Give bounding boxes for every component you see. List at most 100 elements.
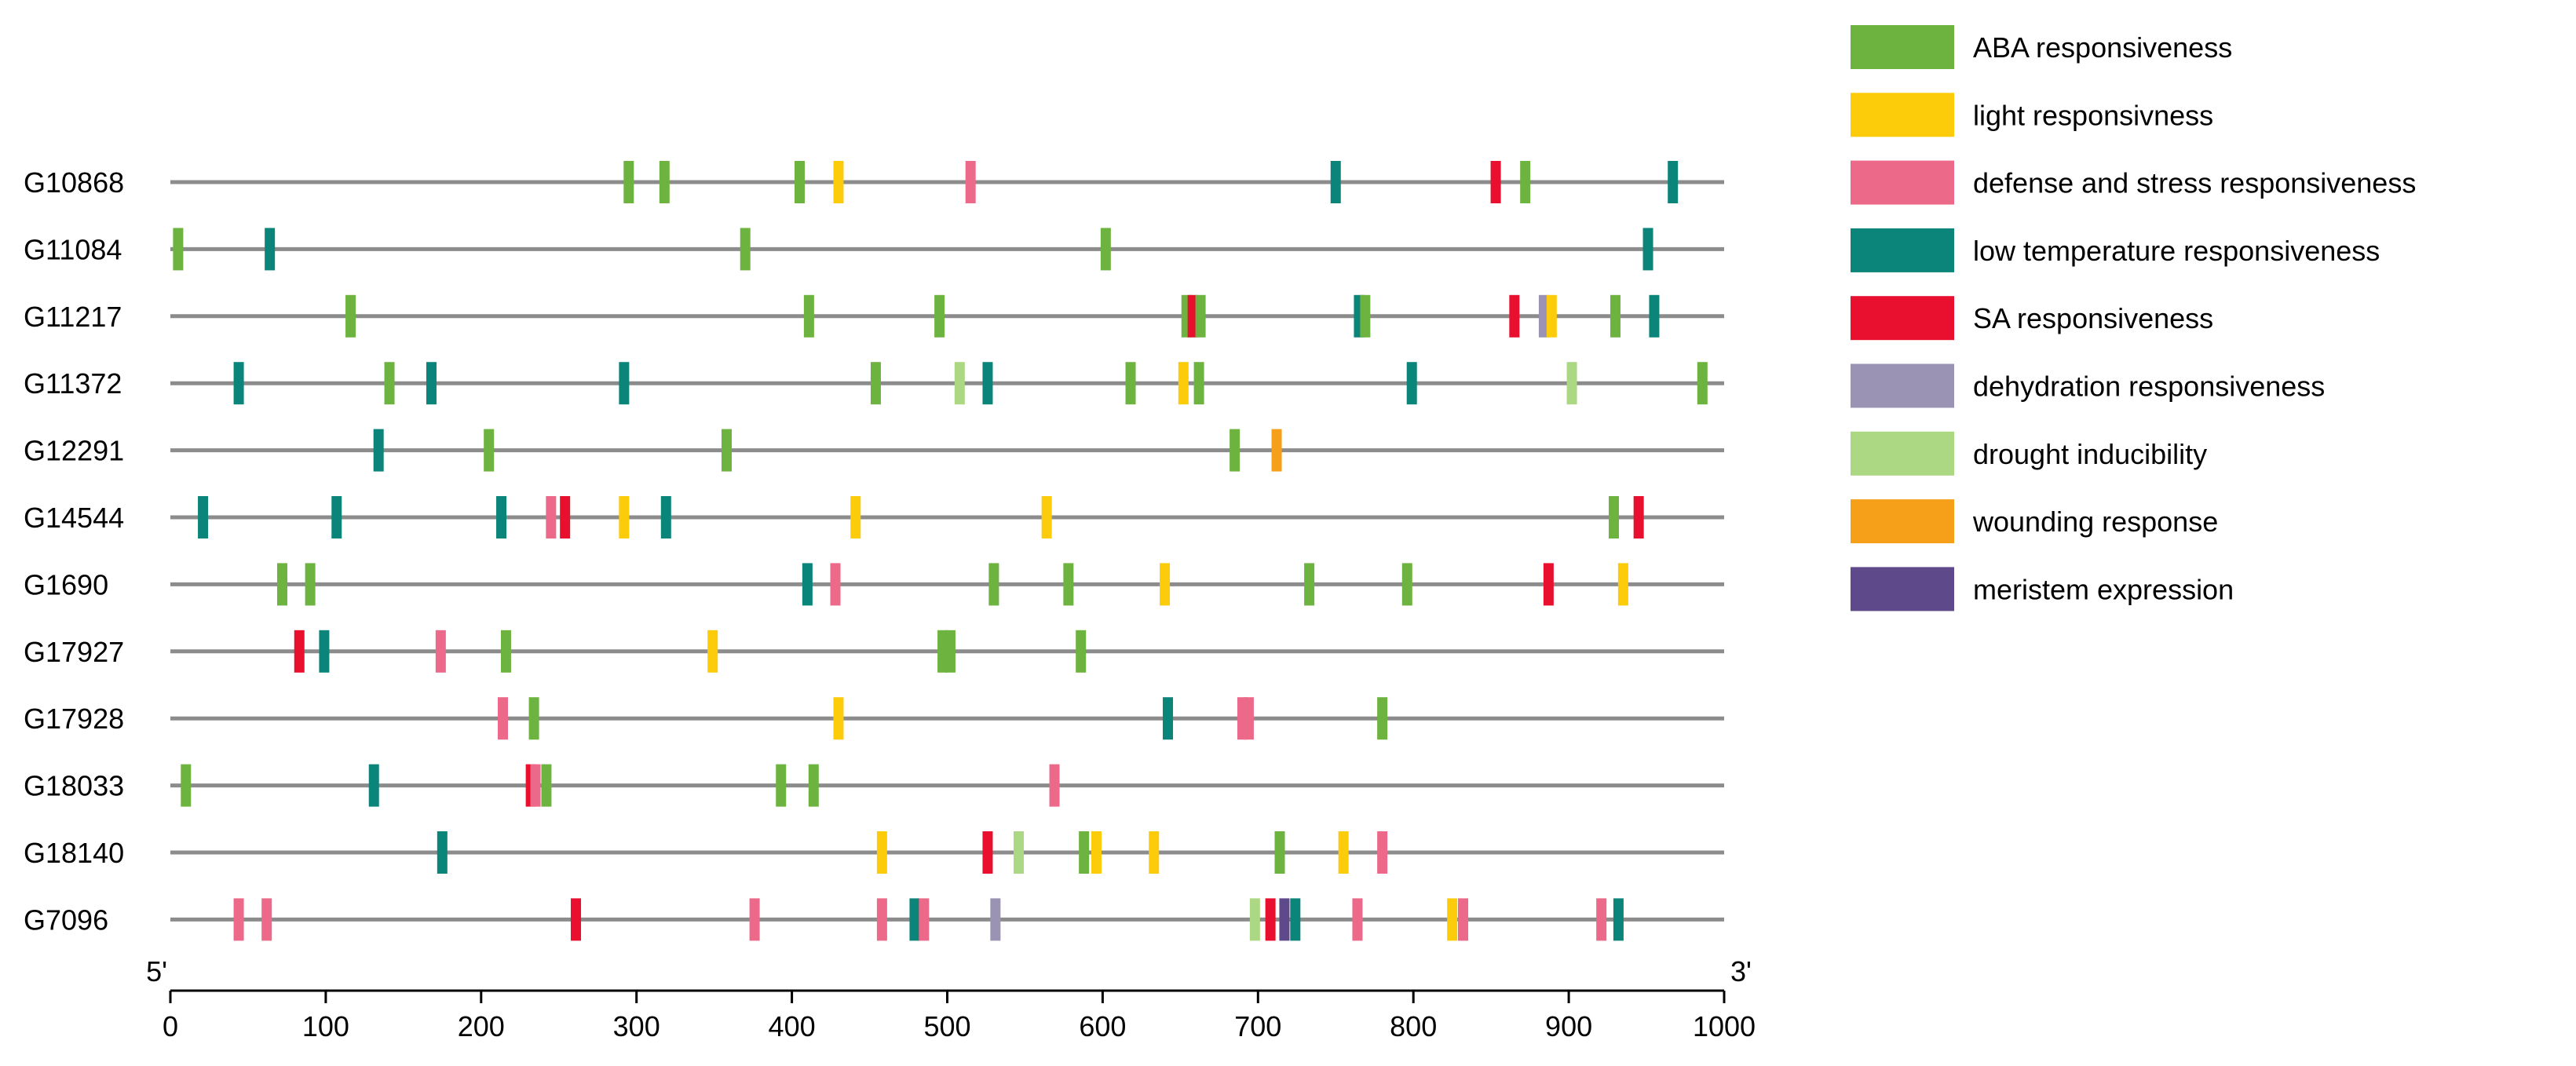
element-mark-light bbox=[833, 161, 844, 203]
element-mark-lowtemp bbox=[319, 630, 330, 673]
gene-row: G11372 bbox=[24, 362, 1724, 405]
gene-label: G11372 bbox=[24, 367, 122, 400]
element-mark-defense bbox=[435, 630, 446, 673]
element-mark-dehydration bbox=[1538, 294, 1549, 338]
element-mark-defense bbox=[1458, 898, 1469, 941]
x-tick-label: 800 bbox=[1390, 1010, 1437, 1042]
legend-swatch bbox=[1851, 93, 1954, 137]
x-ticks: 0 100 200 300 400 500 600 700 800 900 1000 bbox=[163, 991, 1756, 1042]
element-mark-defense bbox=[1352, 898, 1363, 941]
x-tick-label: 0 bbox=[163, 1010, 178, 1042]
element-mark-aba bbox=[808, 764, 819, 807]
gene-row: G18140 bbox=[24, 831, 1724, 874]
element-mark-sa bbox=[1509, 294, 1520, 338]
element-mark-sa bbox=[560, 496, 571, 538]
element-mark-sa bbox=[571, 898, 582, 941]
gene-label: G17927 bbox=[24, 636, 124, 668]
legend-swatch bbox=[1851, 567, 1954, 611]
element-mark-aba bbox=[1608, 496, 1619, 538]
element-mark-aba bbox=[500, 630, 511, 673]
legend-item: defense and stress responsiveness bbox=[1851, 160, 2416, 205]
gene-rows: G10868 G11084 G11217 G11372 G12291 G14544 G169… bbox=[24, 161, 1724, 941]
gene-row: G17927 bbox=[24, 630, 1724, 673]
gene-row: G1690 bbox=[24, 563, 1724, 606]
element-mark-light bbox=[1091, 831, 1102, 874]
element-mark-lowtemp bbox=[368, 764, 379, 807]
legend-label: SA responsiveness bbox=[1973, 302, 2213, 334]
element-mark-aba bbox=[803, 294, 814, 338]
element-mark-lowtemp bbox=[198, 496, 209, 538]
element-mark-defense bbox=[233, 898, 244, 941]
element-mark-sa bbox=[1543, 563, 1554, 606]
element-mark-sa bbox=[1265, 898, 1276, 941]
element-mark-lowtemp bbox=[660, 496, 671, 538]
element-mark-defense bbox=[965, 161, 976, 203]
gene-label: G18033 bbox=[24, 770, 124, 802]
element-mark-light bbox=[1178, 362, 1189, 405]
element-mark-defense bbox=[546, 496, 557, 538]
element-mark-aba bbox=[794, 161, 805, 203]
element-mark-lowtemp bbox=[1649, 294, 1660, 338]
element-mark-aba bbox=[1125, 362, 1136, 405]
element-mark-lowtemp bbox=[426, 362, 437, 405]
legend-label: low temperature responsiveness bbox=[1973, 235, 2380, 267]
element-mark-aba bbox=[721, 429, 732, 472]
legend-item: light responsivness bbox=[1851, 93, 2213, 137]
element-mark-meristem bbox=[1279, 898, 1290, 941]
gene-row: G10868 bbox=[24, 161, 1724, 203]
element-mark-lowtemp bbox=[496, 496, 507, 538]
x-tick-label: 100 bbox=[302, 1010, 349, 1042]
element-mark-defense bbox=[1377, 831, 1388, 874]
element-mark-lowtemp bbox=[331, 496, 342, 538]
element-mark-lowtemp bbox=[1290, 898, 1301, 941]
element-mark-aba bbox=[1520, 161, 1531, 203]
element-mark-aba bbox=[623, 161, 634, 203]
element-mark-aba bbox=[173, 228, 184, 271]
x-axis: 5' 3' 0 100 200 300 400 500 600 700 800 900 1000 bbox=[146, 955, 1756, 1042]
element-mark-defense bbox=[919, 898, 930, 941]
gene-label: G10868 bbox=[24, 166, 124, 199]
x-tick-label: 400 bbox=[769, 1010, 816, 1042]
element-mark-sa bbox=[982, 831, 993, 874]
legend-swatch bbox=[1851, 363, 1954, 408]
element-mark-light bbox=[1447, 898, 1458, 941]
legend-label: drought inducibility bbox=[1973, 438, 2207, 470]
element-mark-aba bbox=[1274, 831, 1285, 874]
element-mark-drought bbox=[1566, 362, 1577, 405]
legend: ABA responsiveness light responsivness def… bbox=[1851, 25, 2416, 611]
element-mark-aba bbox=[1076, 630, 1087, 673]
element-mark-sa bbox=[294, 630, 305, 673]
element-mark-light bbox=[1546, 294, 1557, 338]
element-mark-defense bbox=[876, 898, 887, 941]
element-mark-light bbox=[1041, 496, 1052, 538]
x-tick-label: 600 bbox=[1079, 1010, 1126, 1042]
element-mark-drought bbox=[1014, 831, 1025, 874]
element-mark-light bbox=[876, 831, 887, 874]
element-mark-aba bbox=[1377, 697, 1388, 740]
three-prime-end-label: 3' bbox=[1730, 955, 1752, 988]
element-mark-defense bbox=[498, 697, 509, 740]
legend-swatch bbox=[1851, 431, 1954, 476]
element-mark-lowtemp bbox=[1668, 161, 1679, 203]
element-mark-defense bbox=[261, 898, 272, 941]
element-mark-aba bbox=[1193, 362, 1204, 405]
element-mark-sa bbox=[1490, 161, 1501, 203]
element-mark-lowtemp bbox=[1163, 697, 1174, 740]
legend-swatch bbox=[1851, 499, 1954, 544]
x-tick-label: 700 bbox=[1234, 1010, 1281, 1042]
x-tick-label: 1000 bbox=[1693, 1010, 1756, 1042]
legend-swatch bbox=[1851, 228, 1954, 272]
element-mark-drought bbox=[954, 362, 965, 405]
start-end-label: 5' bbox=[146, 955, 167, 988]
element-mark-lowtemp bbox=[1330, 161, 1341, 203]
element-mark-aba bbox=[1401, 563, 1412, 606]
element-mark-sa bbox=[1633, 496, 1644, 538]
element-mark-aba bbox=[870, 362, 881, 405]
x-tick-label: 200 bbox=[458, 1010, 505, 1042]
element-mark-lowtemp bbox=[802, 563, 813, 606]
element-mark-lowtemp bbox=[909, 898, 920, 941]
element-mark-defense bbox=[749, 898, 760, 941]
element-mark-lowtemp bbox=[1642, 228, 1653, 271]
